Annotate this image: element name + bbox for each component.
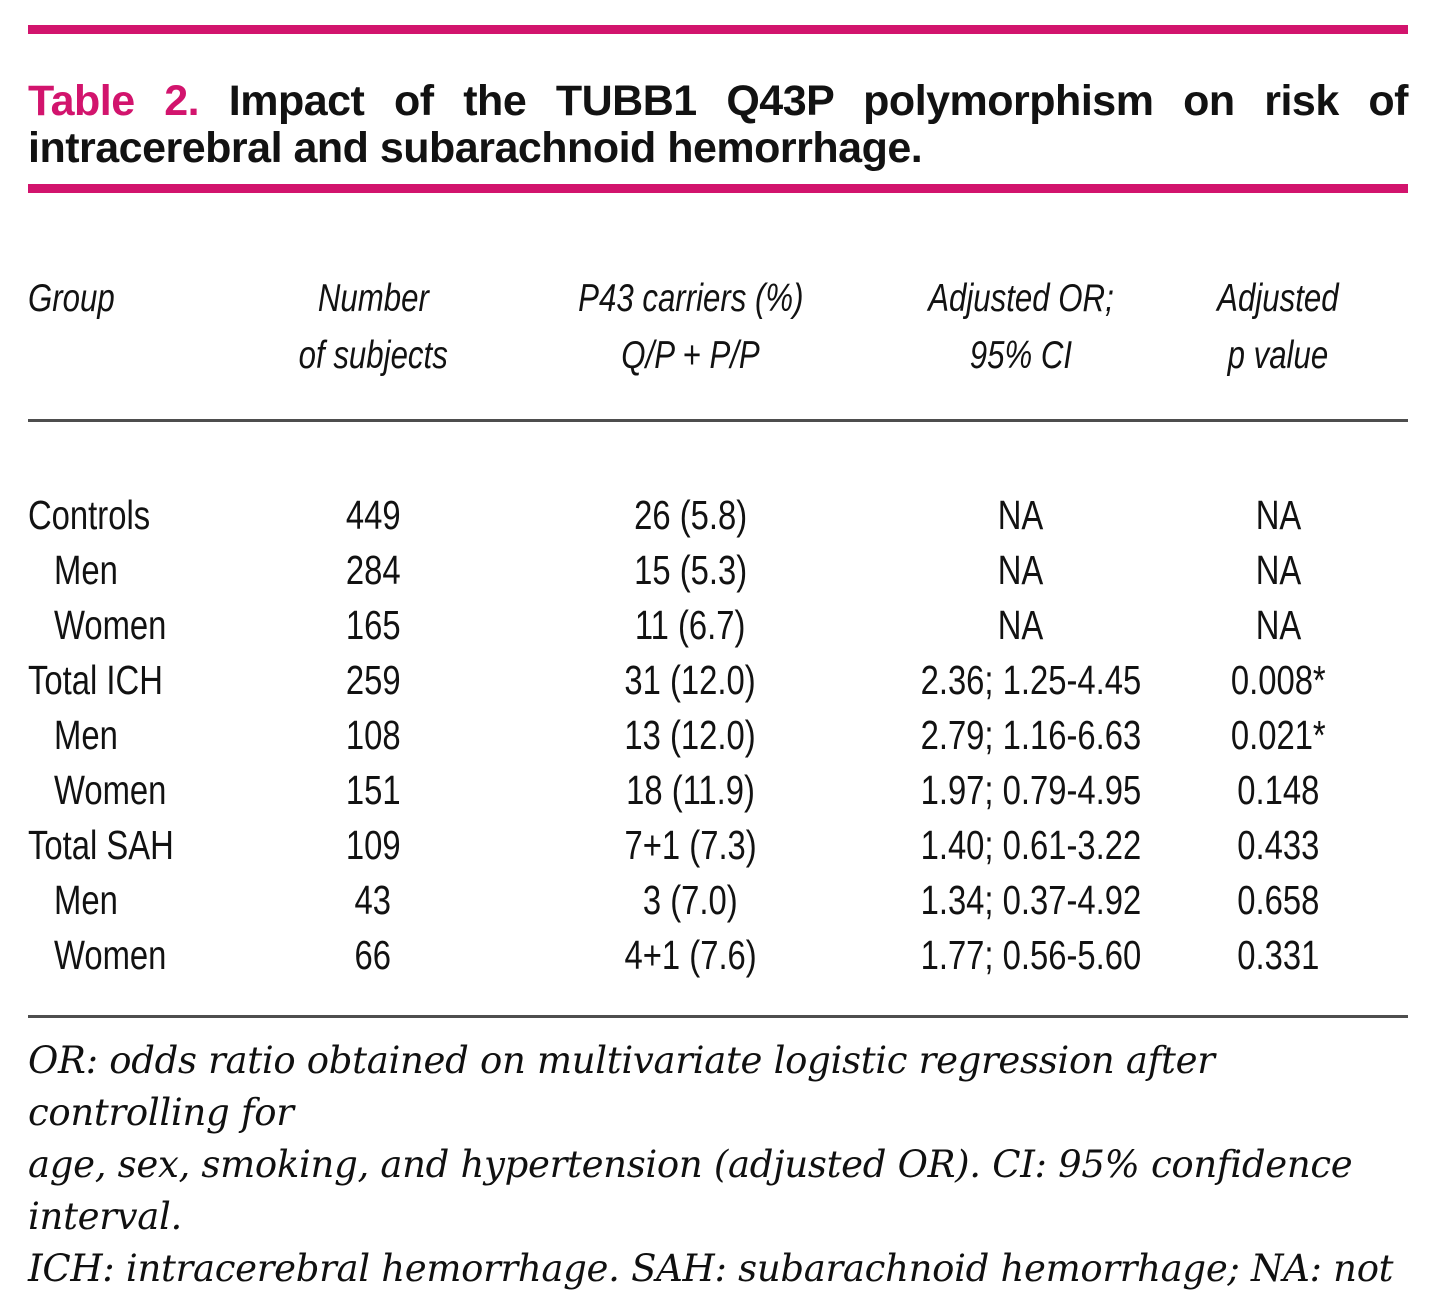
p-value-cell: NA — [1255, 602, 1301, 648]
group-cell: Women — [54, 602, 167, 648]
group-cell: Controls — [28, 492, 151, 538]
table-row: Men 108 13 (12.0) 2.79; 1.16-6.63 0.021* — [28, 708, 1408, 763]
table-row: Total ICH 259 31 (12.0) 2.36; 1.25-4.45 … — [28, 653, 1408, 708]
p-value-cell: NA — [1255, 547, 1301, 593]
group-cell: Women — [54, 932, 167, 978]
column-header-label: Number — [317, 277, 429, 320]
column-header-label: Adjusted OR; — [927, 277, 1114, 320]
column-header-adjusted-or: Adjusted OR; 95% CI — [893, 270, 1148, 384]
adjusted-or-cell: NA — [997, 492, 1044, 538]
carriers-cell: 31 (12.0) — [624, 657, 757, 703]
table-row: Men 43 3 (7.0) 1.34; 0.37-4.92 0.658 — [28, 873, 1408, 928]
column-header-label: Group — [28, 277, 115, 320]
adjusted-or-cell: NA — [997, 547, 1044, 593]
subjects-cell: 109 — [345, 822, 401, 868]
footnote-line: OR: odds ratio obtained on multivariate … — [28, 1039, 1215, 1134]
column-header-adjusted-p-value: Adjusted p value — [1148, 270, 1408, 384]
footnote-divider-rule — [28, 1015, 1408, 1018]
column-header-label: of subjects — [298, 334, 448, 377]
subjects-cell: 165 — [345, 602, 401, 648]
column-header-label: P43 carriers (%) — [577, 277, 804, 320]
table-header-row: Group Number of subjects P43 carriers (%… — [28, 270, 1408, 384]
paper-table-page: Table 2. Impact of the TUBB1 Q43P polymo… — [0, 25, 1440, 1290]
top-accent-rule — [28, 25, 1408, 34]
table-row: Women 165 11 (6.7) NA NA — [28, 598, 1408, 653]
column-header-label: p value — [1227, 334, 1329, 377]
adjusted-or-cell: 1.34; 0.37-4.92 — [920, 877, 1142, 923]
subjects-cell: 108 — [345, 712, 401, 758]
carriers-cell: 3 (7.0) — [643, 877, 738, 923]
table-row: Total SAH 109 7+1 (7.3) 1.40; 0.61-3.22 … — [28, 818, 1408, 873]
header-divider-rule — [28, 419, 1408, 422]
subjects-cell: 449 — [345, 492, 401, 538]
table-title: Table 2. Impact of the TUBB1 Q43P polymo… — [28, 78, 1408, 172]
carriers-cell: 26 (5.8) — [633, 492, 748, 538]
subjects-cell: 43 — [354, 877, 392, 923]
adjusted-or-cell: NA — [997, 602, 1044, 648]
footnote-line: age, sex, smoking, and hypertension (adj… — [28, 1143, 1353, 1238]
table-footnote: OR: odds ratio obtained on multivariate … — [28, 1035, 1408, 1290]
p-value-cell: 0.433 — [1236, 822, 1320, 868]
adjusted-or-cell: 1.97; 0.79-4.95 — [920, 767, 1142, 813]
table-title-line1: Table 2. Impact of the TUBB1 Q43P polymo… — [28, 78, 1408, 125]
table-title-text: Impact of the TUBB1 Q43P polymorphism on… — [228, 77, 1409, 125]
p-value-cell: NA — [1255, 492, 1301, 538]
table-row: Women 66 4+1 (7.6) 1.77; 0.56-5.60 0.331 — [28, 928, 1408, 983]
p-value-cell: 0.658 — [1236, 877, 1320, 923]
carriers-cell: 4+1 (7.6) — [624, 932, 757, 978]
table-number-label: Table 2. — [28, 77, 200, 125]
group-cell: Total SAH — [28, 822, 174, 868]
subjects-cell: 259 — [345, 657, 401, 703]
carriers-cell: 11 (6.7) — [635, 602, 746, 648]
table-body: Controls 449 26 (5.8) NA NA Men 284 15 (… — [28, 488, 1408, 983]
group-cell: Women — [54, 767, 167, 813]
subjects-cell: 284 — [345, 547, 401, 593]
subjects-cell: 151 — [345, 767, 401, 813]
carriers-cell: 15 (5.3) — [633, 547, 748, 593]
table-title-line2: intracerebral and subarachnoid hemorrhag… — [28, 124, 923, 172]
table-row: Controls 449 26 (5.8) NA NA — [28, 488, 1408, 543]
footnote-line: ICH: intracerebral hemorrhage. SAH: suba… — [28, 1247, 1394, 1290]
group-cell: Men — [54, 712, 118, 758]
adjusted-or-cell: 1.40; 0.61-3.22 — [920, 822, 1142, 868]
column-header-number-of-subjects: Number of subjects — [258, 270, 488, 384]
column-header-label: Q/P + P/P — [621, 334, 760, 377]
adjusted-or-cell: 2.36; 1.25-4.45 — [920, 657, 1142, 703]
subjects-cell: 66 — [354, 932, 392, 978]
carriers-cell: 18 (11.9) — [626, 767, 755, 813]
carriers-cell: 7+1 (7.3) — [624, 822, 757, 868]
p-value-cell: 0.148 — [1236, 767, 1320, 813]
column-header-p43-carriers: P43 carriers (%) Q/P + P/P — [488, 270, 893, 384]
group-cell: Men — [54, 547, 118, 593]
p-value-cell: 0.331 — [1236, 932, 1320, 978]
p-value-cell: 0.021* — [1230, 712, 1326, 758]
table-row: Men 284 15 (5.3) NA NA — [28, 543, 1408, 598]
carriers-cell: 13 (12.0) — [624, 712, 757, 758]
group-cell: Men — [54, 877, 118, 923]
title-bottom-accent-rule — [28, 184, 1408, 193]
adjusted-or-cell: 1.77; 0.56-5.60 — [920, 932, 1142, 978]
adjusted-or-cell: 2.79; 1.16-6.63 — [920, 712, 1142, 758]
column-header-label: 95% CI — [969, 334, 1072, 377]
table-row: Women 151 18 (11.9) 1.97; 0.79-4.95 0.14… — [28, 763, 1408, 818]
p-value-cell: 0.008* — [1230, 657, 1326, 703]
column-header-label: Adjusted — [1217, 277, 1339, 320]
group-cell: Total ICH — [28, 657, 163, 703]
column-header-group: Group — [28, 270, 258, 384]
